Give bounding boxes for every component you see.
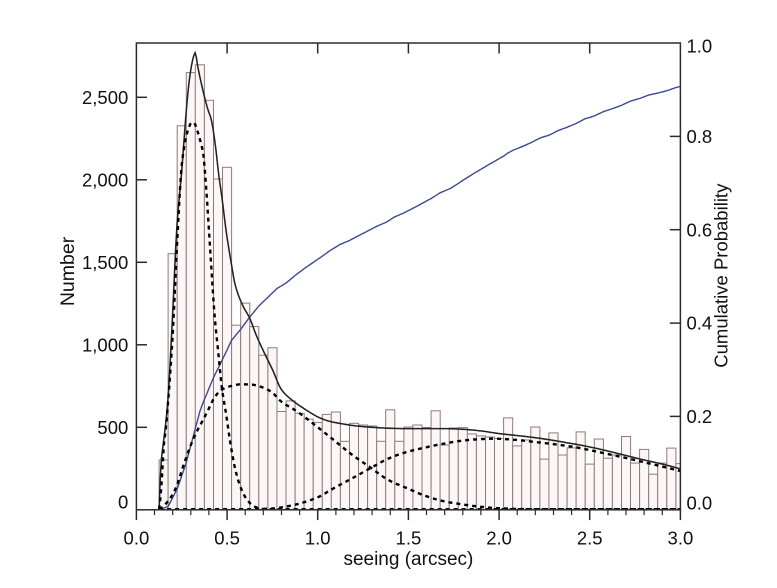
svg-text:1.5: 1.5 [396,527,422,548]
svg-text:0.0: 0.0 [124,527,150,548]
svg-text:3.0: 3.0 [668,527,694,548]
svg-text:Number: Number [57,236,79,306]
svg-text:0.5: 0.5 [214,527,240,548]
svg-text:500: 500 [97,417,128,438]
svg-text:0.0: 0.0 [687,493,713,514]
svg-text:2,500: 2,500 [82,87,128,108]
svg-text:2.5: 2.5 [577,527,603,548]
svg-text:0.8: 0.8 [687,126,713,147]
svg-text:0.6: 0.6 [687,219,713,240]
svg-text:Cumulative Probability: Cumulative Probability [711,183,732,368]
svg-text:1.0: 1.0 [305,527,331,548]
svg-text:1.0: 1.0 [687,35,713,56]
svg-text:0: 0 [118,492,128,513]
svg-text:2.0: 2.0 [486,527,512,548]
svg-text:1,500: 1,500 [82,252,128,273]
svg-text:0.2: 0.2 [687,406,713,427]
svg-text:2,000: 2,000 [82,169,128,190]
svg-text:1,000: 1,000 [82,334,128,355]
svg-text:seeing (arcsec): seeing (arcsec) [343,549,473,570]
svg-text:0.4: 0.4 [687,313,713,334]
